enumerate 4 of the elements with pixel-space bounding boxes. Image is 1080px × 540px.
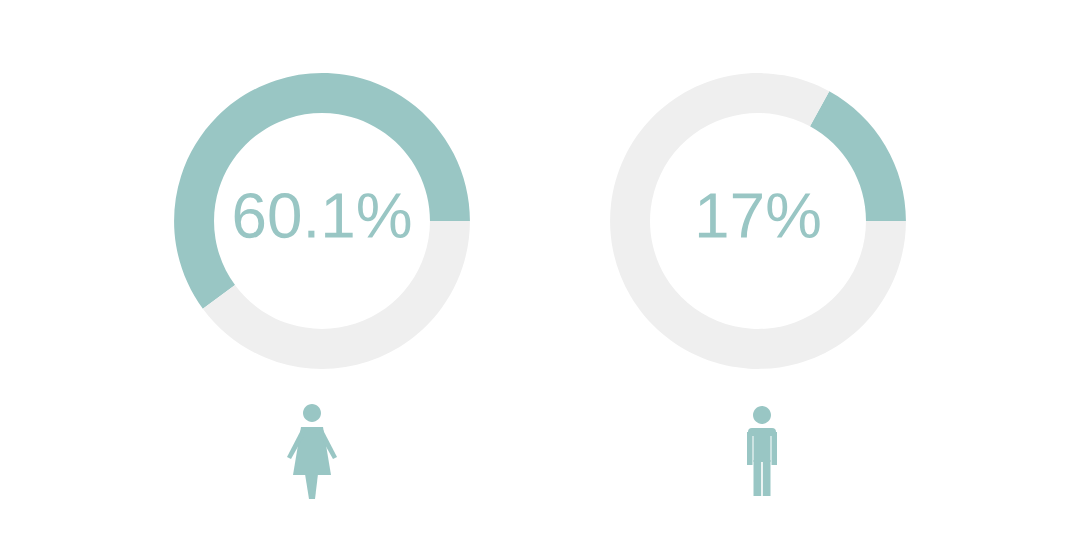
data-label: 17% (698, 193, 820, 238)
data-label: 60.1% (234, 192, 411, 239)
donut-slice (610, 73, 906, 369)
donut-slice (174, 73, 470, 309)
